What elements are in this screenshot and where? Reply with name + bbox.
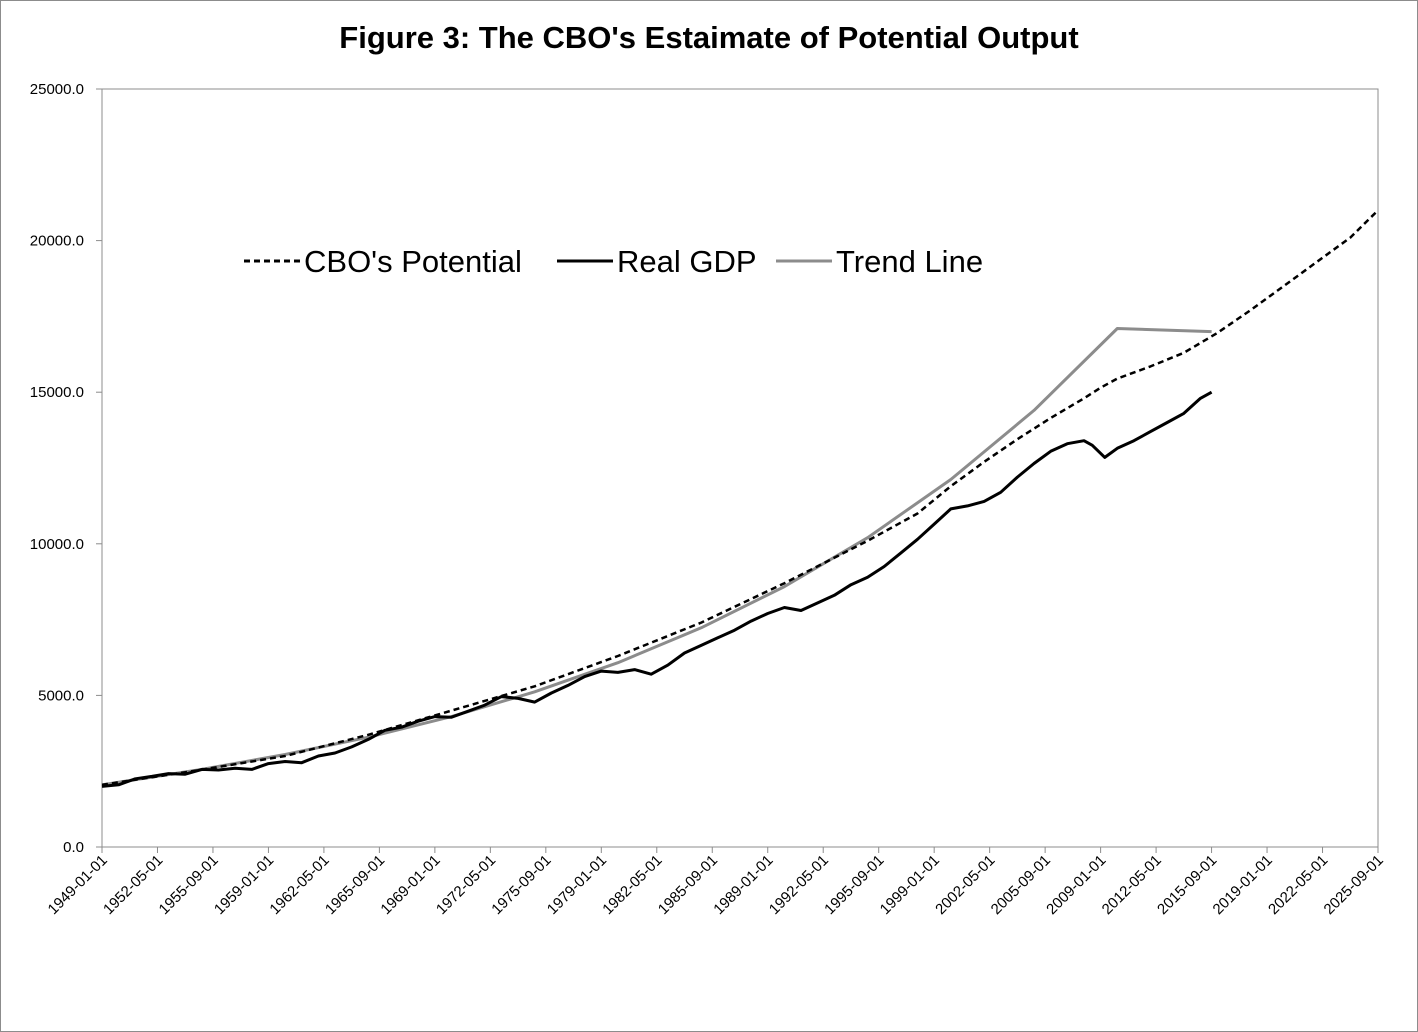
series-line-cbo-s-potential <box>101 209 1379 787</box>
y-tick-label: 10000.0 <box>30 536 84 553</box>
series-layer <box>101 209 1379 788</box>
y-tick-label: 5000.0 <box>38 687 84 704</box>
legend-label-cbo-s-potential: CBO's Potential <box>304 244 522 279</box>
x-axis: 1949-01-011952-05-011955-09-011959-01-01… <box>45 847 1387 918</box>
series-line-real-gdp <box>101 390 1213 788</box>
y-tick-label: 25000.0 <box>30 81 84 98</box>
legend: CBO's Potential Real GDP Trend Line <box>244 244 983 279</box>
y-tick-label: 20000.0 <box>30 233 84 250</box>
plot-area <box>101 88 1379 848</box>
x-tick-label: 2025-09-01 <box>1321 852 1387 918</box>
legend-label-trend-line: Trend Line <box>836 244 983 279</box>
y-axis: 0.0 5000.0 10000.0 15000.0 20000.0 25000.0 <box>30 81 102 856</box>
series-line-trend-line <box>101 327 1212 787</box>
legend-label-real-gdp: Real GDP <box>617 244 757 279</box>
chart-title: Figure 3: The CBO's Estaimate of Potenti… <box>339 20 1079 55</box>
y-tick-label: 0.0 <box>63 839 84 856</box>
y-tick-label: 15000.0 <box>30 384 84 401</box>
